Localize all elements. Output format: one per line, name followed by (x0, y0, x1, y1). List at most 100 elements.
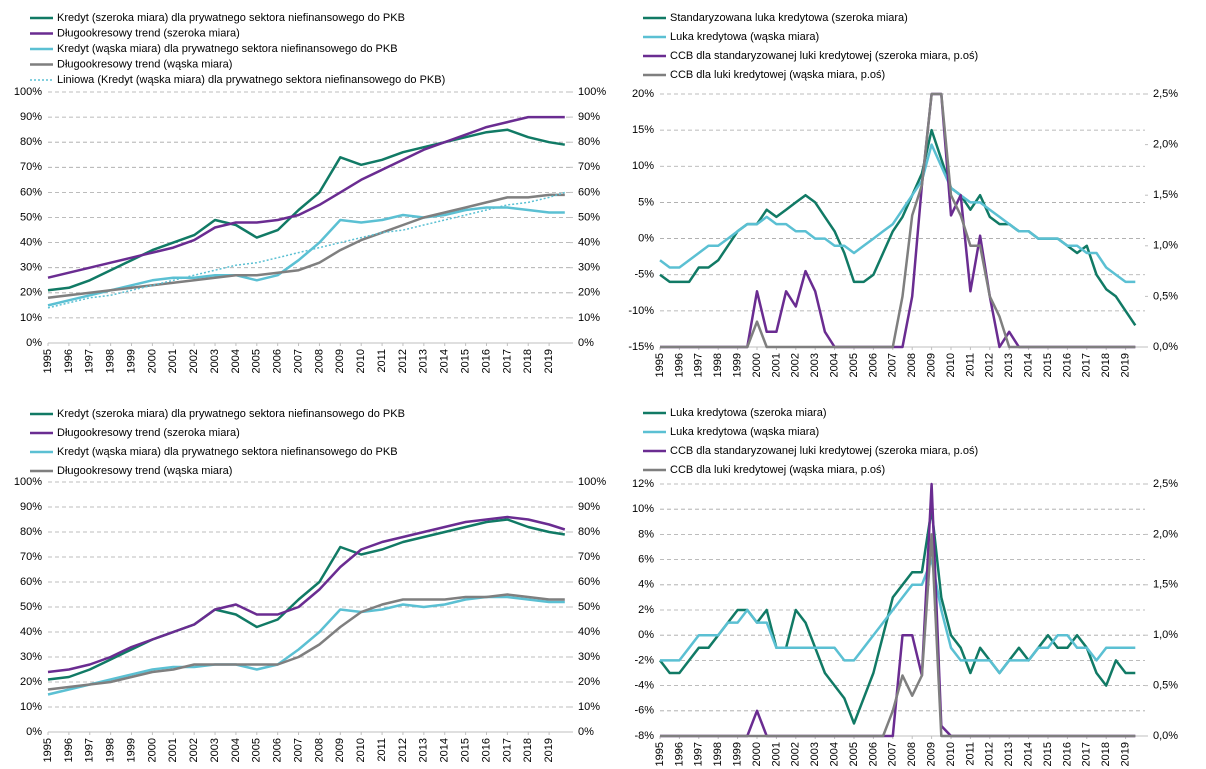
y-tick-label: 6% (638, 554, 654, 566)
series-line (660, 533, 1136, 738)
x-tick-label: 1998 (712, 742, 724, 766)
x-tick-label: 2009 (334, 738, 346, 762)
x-tick-label: 2011 (964, 742, 976, 766)
x-tick-label: 1998 (712, 353, 724, 377)
y2-tick-label: 70% (578, 551, 600, 563)
series-line (47, 595, 565, 696)
y2-tick-label: 40% (578, 237, 600, 249)
x-tick-label: 2017 (1081, 742, 1093, 766)
y-tick-label: 5% (638, 196, 654, 208)
x-tick-label: 1995 (654, 742, 666, 766)
x-tick-label: 2001 (167, 349, 179, 373)
y2-tick-label: 10% (578, 312, 600, 324)
y-tick-label: 60% (20, 576, 42, 588)
y2-tick-label: 1,0% (1153, 240, 1178, 252)
y2-tick-label: 2,5% (1153, 478, 1178, 490)
legend-label: Długookresowy trend (wąska miara) (57, 58, 232, 70)
series-line (659, 128, 1137, 326)
x-tick-label: 2006 (272, 738, 284, 762)
x-tick-label: 2017 (1081, 353, 1093, 377)
x-tick-label: 1999 (125, 738, 137, 762)
x-tick-label: 2008 (313, 738, 325, 762)
y-tick-label: 90% (20, 111, 42, 123)
series-line (659, 507, 1136, 725)
x-tick-label: 2018 (1100, 353, 1112, 377)
x-tick-label: 1999 (125, 349, 137, 373)
x-tick-label: 2004 (230, 738, 242, 762)
x-tick-label: 1996 (63, 738, 75, 762)
y2-tick-label: 1,5% (1153, 579, 1178, 591)
x-tick-label: 2012 (984, 353, 996, 377)
y2-tick-label: 60% (578, 186, 600, 198)
y-tick-label: 15% (632, 124, 654, 136)
y-tick-label: 12% (632, 478, 654, 490)
x-tick-label: 2012 (984, 742, 996, 766)
x-tick-label: 2002 (188, 738, 200, 762)
x-tick-label: 2010 (945, 353, 957, 377)
x-tick-label: 2007 (292, 349, 304, 373)
x-tick-label: 2018 (522, 738, 534, 762)
legend-label: Liniowa (Kredyt (wąska miara) dla prywat… (57, 74, 445, 86)
series-line (659, 143, 1136, 284)
y-tick-label: 30% (20, 262, 42, 274)
y2-tick-label: 1,0% (1153, 629, 1178, 641)
x-tick-label: 1997 (693, 353, 705, 377)
y2-tick-label: 0% (578, 726, 594, 738)
y2-tick-label: 20% (578, 676, 600, 688)
x-tick-label: 2009 (334, 349, 346, 373)
x-tick-label: 2019 (543, 349, 555, 373)
y2-tick-label: 100% (578, 86, 606, 98)
y-tick-label: 0% (638, 629, 654, 641)
x-tick-label: 2013 (1003, 742, 1015, 766)
y2-tick-label: 0% (578, 337, 594, 349)
series-line (47, 193, 565, 300)
legend-label: CCB dla luki kredytowej (wąska miara, p.… (670, 69, 885, 81)
x-tick-label: 2014 (1023, 353, 1035, 377)
x-tick-label: 1997 (693, 742, 705, 766)
x-tick-label: 1998 (105, 738, 117, 762)
x-tick-label: 1995 (654, 353, 666, 377)
x-tick-label: 2015 (1042, 353, 1054, 377)
x-tick-label: 2000 (751, 353, 763, 377)
x-tick-label: 2004 (829, 353, 841, 377)
y-tick-label: 30% (20, 651, 42, 663)
x-tick-label: 2008 (906, 353, 918, 377)
legend-label: Kredyt (wąska miara) dla prywatnego sekt… (57, 446, 398, 458)
legend-label: Luka kredytowa (wąska miara) (670, 426, 819, 438)
x-tick-label: 2019 (1120, 742, 1132, 766)
y2-tick-label: 80% (578, 136, 600, 148)
x-tick-label: 2002 (790, 742, 802, 766)
x-tick-label: 2005 (251, 349, 263, 373)
x-tick-label: 2003 (209, 349, 221, 373)
x-tick-label: 2000 (751, 742, 763, 766)
y2-tick-label: 90% (578, 111, 600, 123)
x-tick-label: 2008 (313, 349, 325, 373)
x-tick-label: 2019 (1120, 353, 1132, 377)
x-tick-label: 2012 (397, 738, 409, 762)
x-tick-label: 2019 (543, 738, 555, 762)
x-tick-label: 2001 (770, 742, 782, 766)
legend-label: Kredyt (szeroka miara) dla prywatnego se… (57, 408, 405, 420)
legend-label: Długookresowy trend (wąska miara) (57, 465, 232, 477)
x-tick-label: 2012 (397, 349, 409, 373)
x-tick-label: 1995 (42, 349, 54, 373)
y-tick-label: 10% (20, 312, 42, 324)
legend-label: CCB dla standaryzowanej luki kredytowej … (670, 50, 978, 62)
y2-tick-label: 0,5% (1153, 290, 1178, 302)
x-tick-label: 2011 (964, 353, 976, 377)
y-tick-label: 2% (638, 604, 654, 616)
x-tick-label: 2002 (790, 353, 802, 377)
x-tick-label: 2016 (1061, 742, 1073, 766)
x-tick-label: 2007 (887, 742, 899, 766)
x-tick-label: 1999 (732, 353, 744, 377)
y2-tick-label: 100% (578, 476, 606, 488)
y-tick-label: 40% (20, 626, 42, 638)
y-tick-label: 20% (20, 287, 42, 299)
y-tick-label: 40% (20, 237, 42, 249)
y-tick-label: 90% (20, 501, 42, 513)
y-tick-label: 100% (14, 476, 42, 488)
y-tick-label: 0% (638, 232, 654, 244)
x-tick-label: 1998 (105, 349, 117, 373)
y-tick-label: -10% (628, 305, 654, 317)
x-tick-label: 1997 (84, 349, 96, 373)
